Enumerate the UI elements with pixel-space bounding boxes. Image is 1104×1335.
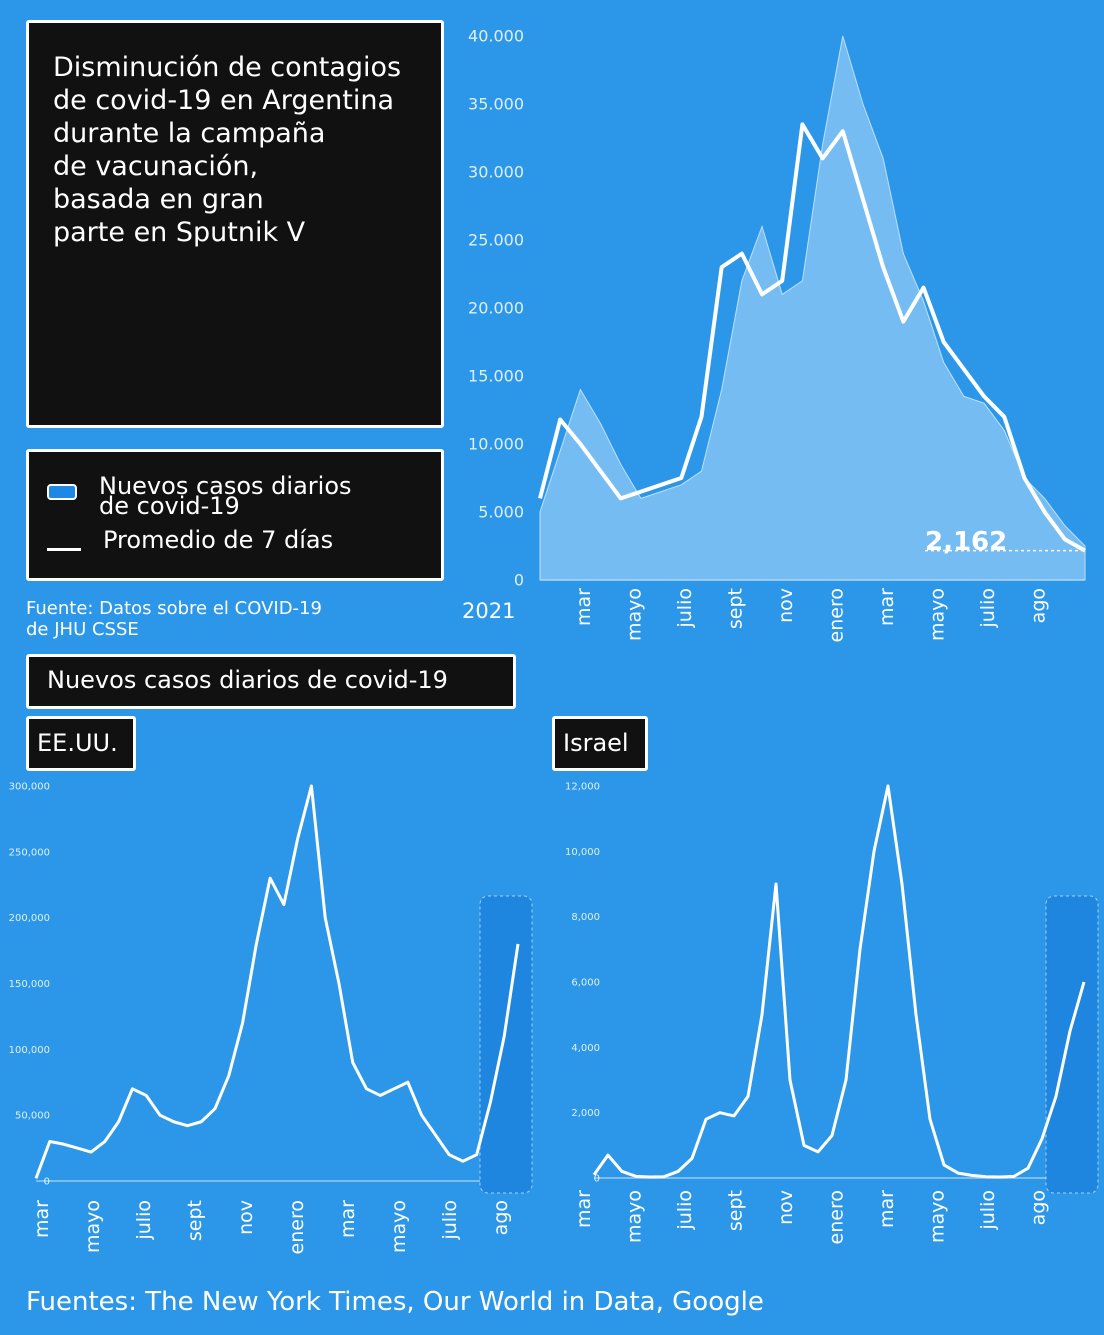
x-tick-label: enero [826, 1190, 848, 1244]
x-tick-label: sept [184, 1200, 206, 1241]
y-tick-label: 10.000 [468, 435, 524, 454]
line-swatch-icon [47, 548, 81, 551]
x-tick-label: mar [337, 1200, 359, 1238]
x-tick-label: ago [490, 1200, 512, 1235]
x-tick-label: julio [977, 588, 999, 629]
y-tick-label: 4,000 [571, 1043, 600, 1054]
x-tick-label: julio [133, 1200, 155, 1241]
x-tick-label: mar [876, 1190, 898, 1228]
panel-label-israel: Israel [552, 716, 648, 771]
y-tick-label: 300,000 [9, 782, 50, 793]
source-note: Fuente: Datos sobre el COVID-19 de JHU C… [26, 598, 322, 640]
y-tick-label: 250,000 [9, 847, 50, 858]
title-panel: Disminución de contagios de covid-19 en … [26, 20, 444, 428]
y-tick-label: 200,000 [9, 913, 50, 924]
x-tick-label: mar [573, 588, 595, 626]
annotation-label: 2,162 [925, 527, 1007, 557]
argentina-chart: 40.000 35.000 30.000 25.000 20.000 15.000 10.0… [468, 27, 1086, 642]
x-tick-label: mayo [388, 1200, 410, 1253]
legend-label-daily: Nuevos casos diarios de covid-19 [99, 472, 352, 520]
x-tick-label: mayo [82, 1200, 104, 1253]
legend-panel: Nuevos casos diarios de covid-19 Promedi… [26, 449, 444, 581]
x-tick-label: mar [31, 1200, 53, 1238]
x-tick-label: julio [674, 1190, 696, 1231]
x-tick-label: julio [674, 588, 696, 629]
x-tick-label: julio [977, 1190, 999, 1231]
x-tick-label: nov [775, 1190, 797, 1225]
highlight-box [479, 895, 533, 1194]
legend-label-average: Promedio de 7 días [103, 526, 334, 554]
x-tick-label: nov [235, 1200, 257, 1235]
x-tick-label: enero [286, 1200, 308, 1254]
x-tick-label: mar [876, 588, 898, 626]
panel-label-us: EE.UU. [26, 716, 136, 771]
chart-title: Disminución de contagios de covid-19 en … [53, 52, 402, 248]
y-tick-label: 25.000 [468, 231, 524, 250]
x-tick-label: nov [775, 588, 797, 623]
us-daily-cases-line [34, 784, 520, 1179]
y-tick-label: 20.000 [468, 299, 524, 318]
israel-chart: 12,000 10,000 8,000 6,000 4,000 2,000 0 mar mayo… [565, 782, 1099, 1244]
y-tick-label: 2,000 [571, 1108, 600, 1119]
section-subtitle: Nuevos casos diarios de covid-19 [26, 654, 516, 709]
legend-item-average: Promedio de 7 días [47, 526, 334, 554]
x-tick-label: sept [725, 588, 747, 629]
x-tick-label: julio [439, 1200, 461, 1241]
y-tick-label: 100,000 [9, 1045, 50, 1056]
x-tick-label: ago [1028, 588, 1050, 623]
y-tick-label: 40.000 [468, 27, 524, 46]
y-tick-label: 50,000 [15, 1111, 50, 1122]
x-tick-label: mayo [927, 588, 949, 641]
x-tick-label: mar [573, 1190, 595, 1228]
highlight-box [1045, 895, 1099, 1194]
y-tick-label: 0 [594, 1174, 600, 1185]
y-tick-label: 12,000 [565, 782, 600, 793]
y-tick-label: 8,000 [571, 912, 600, 923]
x-tick-label: sept [725, 1190, 747, 1231]
x-tick-label: mayo [927, 1190, 949, 1243]
x-tick-label: ago [1028, 1190, 1050, 1225]
us-chart: 300,000 250,000 200,000 150,000 100,000 50,00… [9, 782, 533, 1254]
israel-daily-cases-line [592, 784, 1086, 1179]
legend-item-daily: Nuevos casos diarios de covid-19 [47, 472, 352, 520]
x-tick-label: mayo [624, 1190, 646, 1243]
y-tick-label: 0 [514, 571, 524, 590]
y-tick-label: 0 [44, 1177, 50, 1188]
y-tick-label: 6,000 [571, 978, 600, 989]
area-swatch-icon [47, 484, 77, 500]
y-tick-label: 5.000 [478, 503, 524, 522]
x-tick-label: enero [826, 588, 848, 642]
y-tick-label: 30.000 [468, 163, 524, 182]
x-tick-label: mayo [624, 588, 646, 641]
y-tick-label: 35.000 [468, 95, 524, 114]
footer-sources: Fuentes: The New York Times, Our World i… [26, 1287, 764, 1317]
y-tick-label: 150,000 [9, 979, 50, 990]
seven-day-average-line [538, 122, 1086, 553]
y-tick-label: 10,000 [565, 847, 600, 858]
year-label: 2021 [462, 599, 516, 623]
y-tick-label: 15.000 [468, 367, 524, 386]
